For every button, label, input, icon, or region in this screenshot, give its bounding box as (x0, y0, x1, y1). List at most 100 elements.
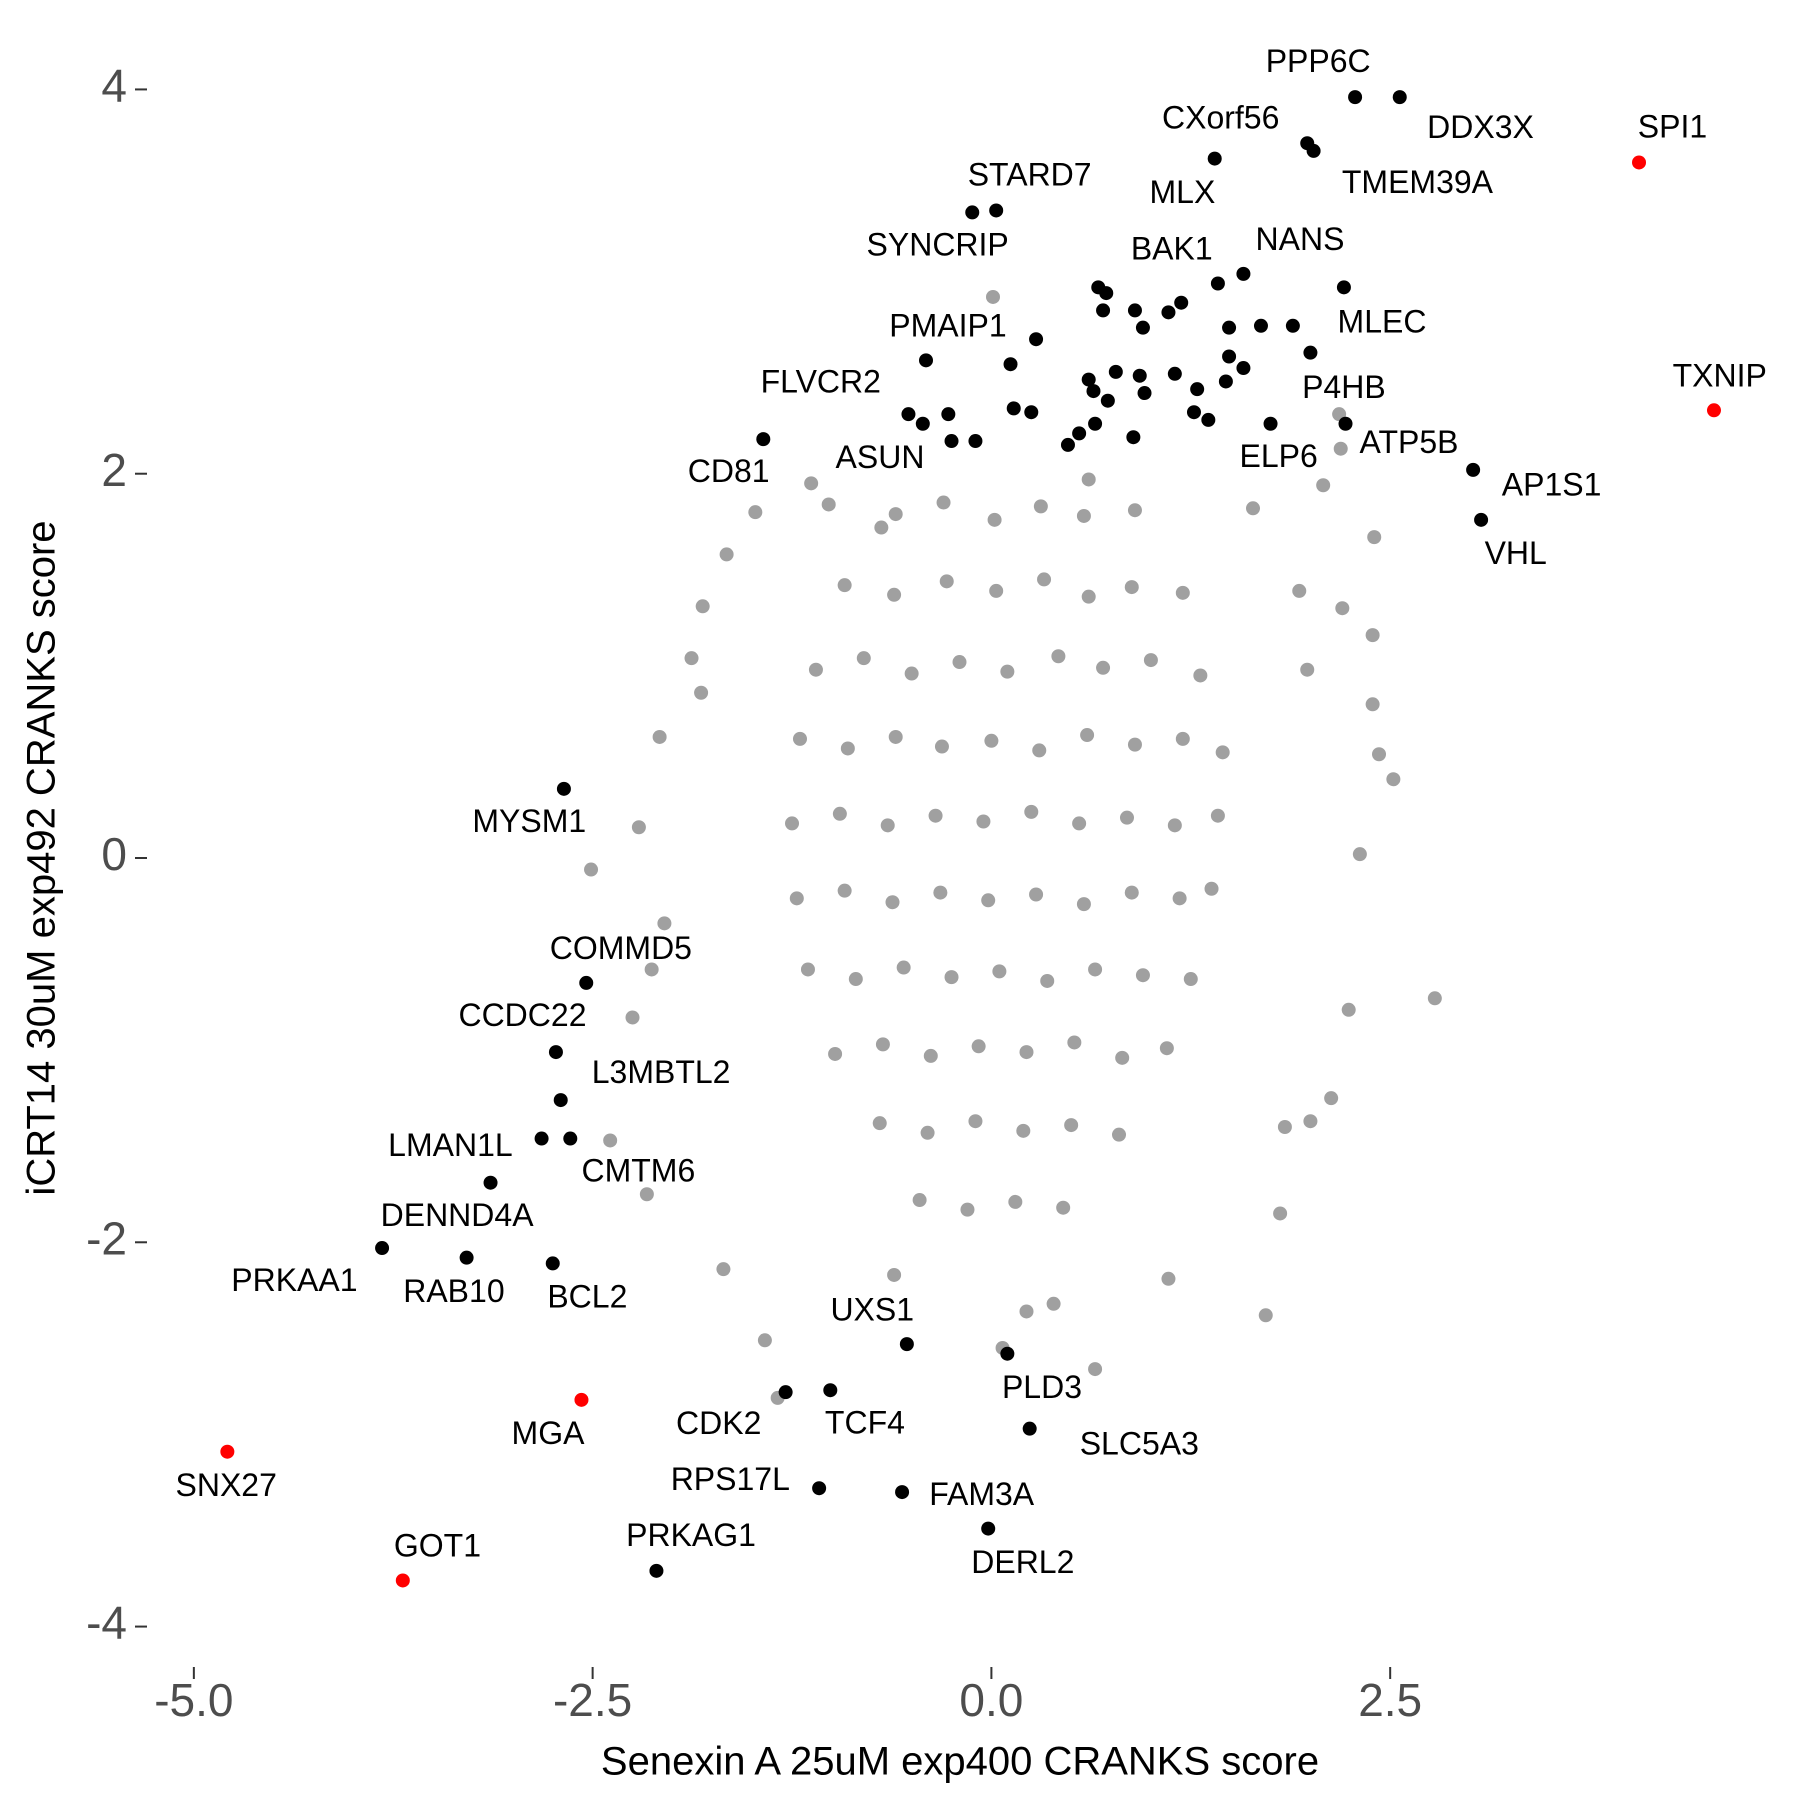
point (981, 1521, 996, 1536)
point (1024, 405, 1039, 420)
point (483, 1175, 498, 1190)
point (1352, 847, 1367, 862)
point (584, 862, 599, 877)
point (800, 962, 815, 977)
point (880, 818, 895, 833)
point (459, 1250, 474, 1265)
point-label: FLVCR2 (761, 364, 881, 400)
point (639, 1187, 654, 1202)
y-tick-label: 2 (101, 444, 127, 496)
point (952, 655, 967, 670)
point (1236, 361, 1251, 376)
y-tick-label: -2 (86, 1212, 127, 1264)
point (756, 432, 771, 447)
point-label: CD81 (688, 453, 770, 489)
point-label: SYNCRIP (867, 226, 1009, 262)
point (1008, 1194, 1023, 1209)
point (895, 1485, 910, 1500)
point (840, 741, 855, 756)
point (899, 1337, 914, 1352)
point (684, 651, 699, 666)
point (1207, 151, 1222, 166)
point (625, 1010, 640, 1025)
point (1365, 628, 1380, 643)
point (1338, 416, 1353, 431)
point (887, 587, 902, 602)
point (837, 578, 852, 593)
point (649, 1563, 664, 1578)
point (1324, 1091, 1339, 1106)
point (1029, 887, 1044, 902)
point (1088, 1362, 1103, 1377)
point-label: MGA (512, 1415, 586, 1451)
point (1341, 1002, 1356, 1017)
point (1019, 1304, 1034, 1319)
point (1222, 320, 1237, 335)
point-label: TMEM39A (1342, 164, 1494, 200)
point (1003, 357, 1018, 372)
point (1222, 349, 1237, 364)
point (1016, 1123, 1031, 1138)
point (1285, 318, 1300, 333)
point-label: PPP6C (1266, 43, 1371, 79)
point (888, 729, 903, 744)
point (1046, 1296, 1061, 1311)
point (936, 495, 951, 510)
point (976, 814, 991, 829)
point (1632, 155, 1647, 170)
point (968, 1114, 983, 1129)
point (856, 651, 871, 666)
x-tick-label: 0.0 (959, 1674, 1023, 1726)
point (1115, 1050, 1130, 1065)
point (1119, 810, 1134, 825)
point (1303, 345, 1318, 360)
point-label: CCDC22 (458, 997, 586, 1033)
point (563, 1131, 578, 1146)
point (1218, 374, 1233, 389)
point-label: PLD3 (1002, 1369, 1082, 1405)
point (1019, 1045, 1034, 1060)
point (1135, 320, 1150, 335)
point (556, 781, 571, 796)
point (1067, 1035, 1082, 1050)
point (1096, 660, 1111, 675)
point-label: MLEC (1338, 304, 1427, 340)
point (1386, 772, 1401, 787)
point (1175, 585, 1190, 600)
point (574, 1392, 589, 1407)
point-label: AP1S1 (1502, 467, 1602, 503)
point-label: ATP5B (1359, 424, 1458, 460)
point-label: DDX3X (1427, 109, 1534, 145)
point (1706, 403, 1721, 418)
point-label: COMMD5 (550, 930, 692, 966)
point (1172, 891, 1187, 906)
point (1167, 366, 1182, 381)
point-label: TXNIP (1673, 357, 1767, 393)
point (1081, 589, 1096, 604)
point (719, 547, 734, 562)
point (904, 666, 919, 681)
point (1127, 737, 1142, 752)
point (837, 883, 852, 898)
point (1174, 295, 1189, 310)
point (1126, 430, 1141, 445)
point-label: BCL2 (547, 1279, 627, 1315)
point (804, 476, 819, 491)
point-label: UXS1 (830, 1291, 914, 1327)
point (1372, 747, 1387, 762)
point-label: TCF4 (825, 1404, 905, 1440)
point (1190, 382, 1205, 397)
point (1088, 416, 1103, 431)
point (1132, 368, 1147, 383)
point (960, 1202, 975, 1217)
point (1127, 303, 1142, 318)
point (823, 1383, 838, 1398)
point (695, 599, 710, 614)
point (1076, 508, 1091, 523)
point (1161, 305, 1176, 320)
point (1292, 583, 1307, 598)
point (1064, 1118, 1079, 1133)
point-label: CXorf56 (1162, 100, 1279, 136)
point (579, 975, 594, 990)
